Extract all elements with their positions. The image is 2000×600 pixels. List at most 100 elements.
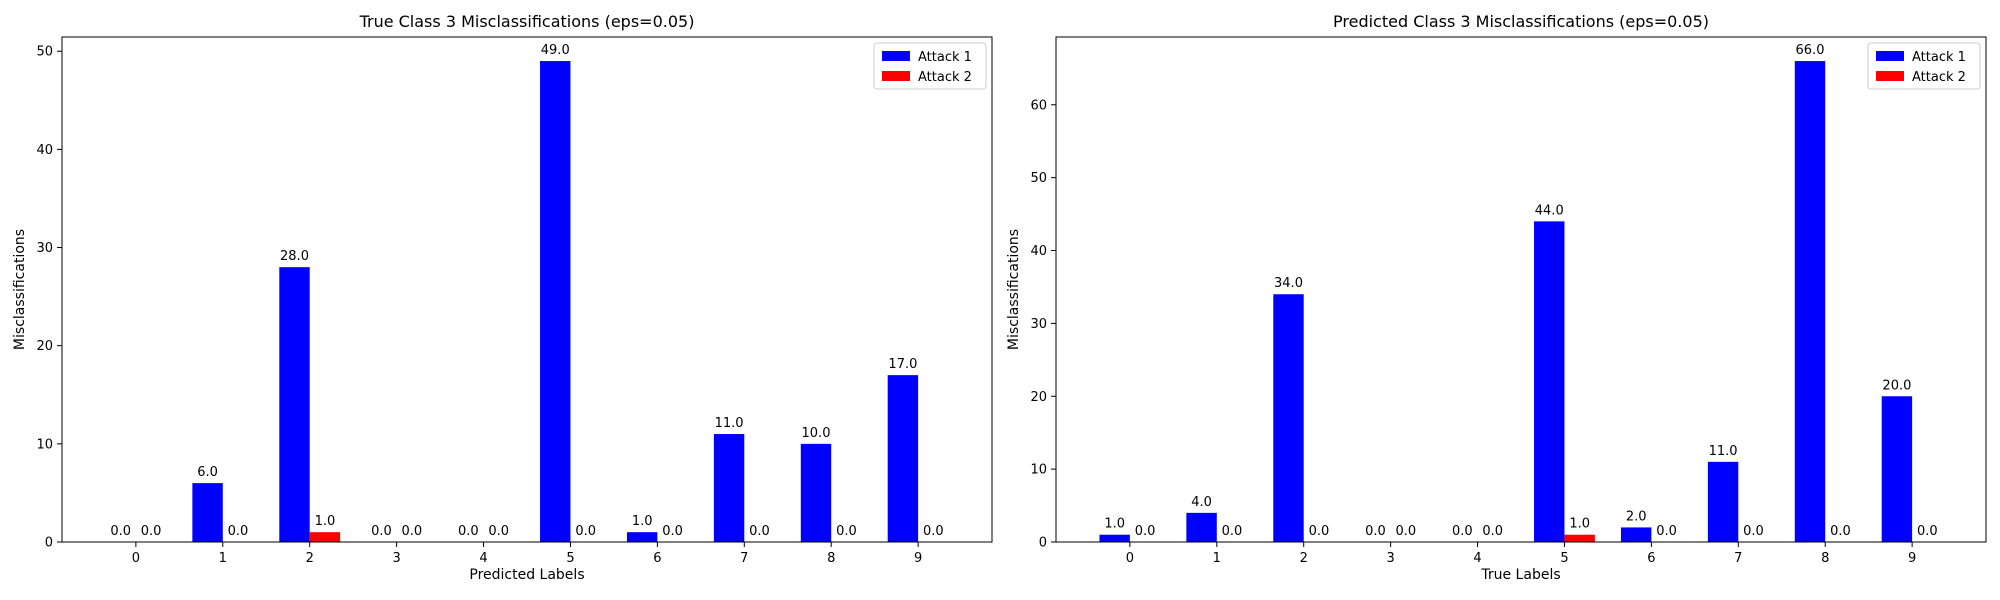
- bar-value-label: 1.0: [632, 514, 653, 529]
- x-axis-label: True Labels: [1480, 567, 1560, 583]
- bar-value-label: 0.0: [1830, 524, 1851, 539]
- bar-value-label: 0.0: [458, 524, 479, 539]
- x-tick-label: 9: [914, 551, 922, 566]
- x-tick-label: 5: [1560, 551, 1568, 566]
- bar-value-label: 0.0: [1452, 524, 1473, 539]
- bar-value-label: 0.0: [749, 524, 770, 539]
- bar-attack-2-5: [1564, 534, 1595, 542]
- x-tick-label: 1: [219, 551, 227, 566]
- legend-entry: Attack 2: [918, 70, 972, 85]
- bar-attack-1-9: [887, 375, 919, 542]
- bar-attack-1-8: [800, 443, 832, 542]
- legend: Attack 1 Attack 2: [873, 42, 987, 90]
- bar-value-label: 0.0: [1656, 524, 1677, 539]
- x-tick-label: 2: [306, 551, 314, 566]
- legend: Attack 1 Attack 2: [1867, 42, 1981, 90]
- bar-attack-2-2: [309, 532, 341, 542]
- x-tick-label: 6: [1647, 551, 1655, 566]
- bar-value-label: 0.0: [228, 524, 249, 539]
- bar-value-label: 0.0: [1135, 524, 1156, 539]
- bar-value-label: 1.0: [1104, 517, 1125, 532]
- plot-frame: [61, 36, 993, 543]
- bar-value-label: 0.0: [1395, 524, 1416, 539]
- bar-value-label: 0.0: [401, 524, 422, 539]
- bar-attack-1-5: [1534, 221, 1565, 542]
- bar-value-label: 1.0: [315, 514, 336, 529]
- bar-value-label: 2.0: [1626, 509, 1647, 524]
- x-tick-label: 7: [740, 551, 748, 566]
- x-tick-label: 4: [1473, 551, 1481, 566]
- chart-panel-2: Predicted Class 3 Misclassifications (ep…: [1006, 12, 1987, 583]
- y-tick-label: 40: [36, 143, 53, 158]
- legend-swatch: [882, 71, 910, 81]
- bar-value-label: 0.0: [371, 524, 392, 539]
- bar-attack-1-2: [1273, 294, 1304, 542]
- x-tick-label: 3: [1386, 551, 1394, 566]
- bar-attack-1-6: [626, 532, 658, 542]
- bar-value-label: 0.0: [488, 524, 509, 539]
- x-axis-label: Predicted Labels: [469, 567, 584, 583]
- bar-attack-1-8: [1794, 61, 1826, 543]
- x-tick-label: 2: [1300, 551, 1308, 566]
- x-tick-label: 8: [827, 551, 835, 566]
- x-tick-label: 6: [653, 551, 661, 566]
- bar-value-label: 49.0: [541, 43, 570, 58]
- y-tick-label: 50: [36, 45, 53, 60]
- bar-value-label: 28.0: [280, 249, 309, 264]
- bar-value-label: 44.0: [1535, 203, 1564, 218]
- legend-swatch: [1876, 51, 1904, 61]
- bar-value-label: 0.0: [1482, 524, 1503, 539]
- y-tick-label: 30: [36, 241, 53, 256]
- x-tick-label: 4: [479, 551, 487, 566]
- bar-attack-1-2: [279, 267, 310, 542]
- x-tick-label: 9: [1908, 551, 1916, 566]
- bar-attack-1-9: [1881, 396, 1913, 542]
- bar-value-label: 17.0: [888, 357, 917, 372]
- bar-value-label: 0.0: [1309, 524, 1330, 539]
- bar-value-label: 0.0: [836, 524, 857, 539]
- y-tick-label: 0: [45, 536, 53, 551]
- y-tick-label: 10: [36, 437, 53, 452]
- bar-value-label: 11.0: [1709, 444, 1738, 459]
- bar-attack-1-0: [1099, 534, 1130, 542]
- y-tick-label: 40: [1030, 244, 1047, 259]
- bar-value-label: 0.0: [575, 524, 596, 539]
- bar-attack-1-1: [1186, 512, 1217, 542]
- y-tick-label: 10: [1030, 463, 1047, 478]
- legend-entry: Attack 1: [1912, 50, 1966, 65]
- bar-attack-1-6: [1620, 527, 1652, 542]
- bar-value-label: 0.0: [1743, 524, 1764, 539]
- bar-value-label: 0.0: [110, 524, 131, 539]
- bar-value-label: 6.0: [197, 465, 218, 480]
- y-tick-label: 20: [36, 339, 53, 354]
- bar-value-label: 10.0: [802, 426, 831, 441]
- bar-attack-1-7: [713, 434, 745, 542]
- bar-value-label: 34.0: [1274, 276, 1303, 291]
- x-tick-label: 3: [392, 551, 400, 566]
- y-axis-label: Misclassifications: [1006, 229, 1022, 350]
- bar-value-label: 11.0: [715, 416, 744, 431]
- chart-title: Predicted Class 3 Misclassifications (ep…: [1333, 12, 1709, 31]
- x-tick-label: 7: [1734, 551, 1742, 566]
- chart-panel-1: True Class 3 Misclassifications (eps=0.0…: [12, 12, 993, 583]
- bar-attack-1-7: [1707, 461, 1739, 542]
- x-tick-label: 0: [1126, 551, 1134, 566]
- bar-value-label: 0.0: [1917, 524, 1938, 539]
- bar-attack-1-1: [192, 483, 223, 542]
- plot-frame: [1055, 36, 1987, 543]
- bar-value-label: 0.0: [923, 524, 944, 539]
- bar-value-label: 66.0: [1796, 43, 1825, 58]
- bar-value-label: 0.0: [1222, 524, 1243, 539]
- bar-attack-1-5: [540, 61, 571, 543]
- bar-value-label: 0.0: [662, 524, 683, 539]
- legend-entry: Attack 2: [1912, 70, 1966, 85]
- bar-value-label: 1.0: [1569, 517, 1590, 532]
- bar-value-label: 4.0: [1191, 495, 1212, 510]
- x-tick-label: 0: [132, 551, 140, 566]
- legend-swatch: [1876, 71, 1904, 81]
- legend-swatch: [882, 51, 910, 61]
- y-tick-label: 60: [1030, 98, 1047, 113]
- y-axis-label: Misclassifications: [12, 229, 28, 350]
- y-tick-label: 0: [1039, 536, 1047, 551]
